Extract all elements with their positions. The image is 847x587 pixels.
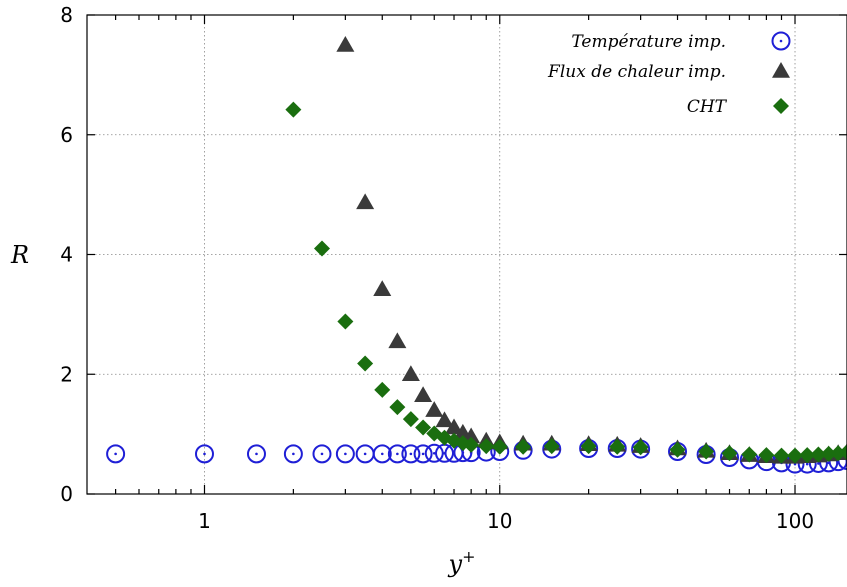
data-point [491, 438, 508, 455]
data-point [313, 240, 330, 257]
data-point [374, 381, 391, 398]
data-point [194, 444, 214, 464]
data-points [106, 35, 847, 474]
series-2 [336, 35, 847, 464]
data-point [515, 438, 532, 455]
data-point [246, 444, 266, 464]
data-point [435, 411, 454, 428]
data-point [543, 438, 560, 455]
data-point [669, 441, 686, 458]
data-point [372, 444, 392, 464]
y-tick-label: 6 [60, 123, 73, 147]
x-axis-title: y+ [448, 547, 476, 578]
data-point [415, 419, 432, 436]
y-tick-label: 0 [60, 482, 73, 506]
data-point [283, 444, 303, 464]
data-point [357, 355, 374, 372]
legend-marker [772, 62, 790, 78]
data-point [787, 447, 804, 464]
data-point [337, 313, 354, 330]
data-point [336, 35, 355, 52]
data-point [632, 439, 649, 456]
data-point [387, 444, 407, 464]
data-point [425, 401, 444, 417]
data-point [445, 418, 464, 435]
x-tick-label: 10 [487, 509, 512, 533]
data-point [758, 447, 775, 464]
data-point [580, 438, 597, 455]
data-point [402, 411, 419, 428]
data-point [463, 436, 480, 453]
y-tick-label: 2 [60, 362, 73, 386]
axis-ticks: 0 2 4 6 8 1 10 100 [60, 3, 847, 533]
data-point [839, 444, 847, 461]
data-point [413, 444, 433, 464]
data-point [373, 280, 392, 296]
legend-marker [771, 31, 791, 51]
data-point [435, 443, 455, 463]
data-point [312, 444, 332, 464]
x-axis-title-sup: + [462, 547, 475, 566]
data-point [424, 443, 444, 463]
data-point [388, 332, 407, 349]
data-point [810, 446, 827, 463]
data-point [773, 447, 790, 464]
legend-label: Flux de chaleur imp. [547, 62, 726, 82]
grid-lines [87, 15, 847, 494]
y-axis-title: R [10, 241, 29, 269]
data-point [609, 438, 626, 455]
data-point [414, 386, 433, 402]
data-point [401, 444, 421, 464]
data-point [356, 193, 375, 210]
data-point [106, 444, 126, 464]
data-point [799, 447, 816, 464]
legend-label: Température imp. [571, 32, 726, 52]
series-3 [285, 101, 847, 464]
y-tick-label: 4 [60, 243, 73, 267]
y-tick-label: 8 [60, 3, 73, 27]
x-tick-label: 1 [198, 509, 211, 533]
data-point [285, 101, 302, 118]
data-point [401, 365, 420, 381]
data-point [389, 399, 406, 416]
x-tick-label: 100 [776, 509, 814, 533]
data-point [355, 444, 375, 464]
data-point [741, 446, 758, 463]
legend-marker [773, 98, 789, 114]
data-point [335, 444, 355, 464]
data-point [478, 438, 495, 455]
legend: Température imp. Flux de chaleur imp. CHT [547, 31, 791, 117]
data-point [698, 443, 715, 460]
data-point [721, 445, 738, 462]
legend-label: CHT [687, 97, 728, 117]
data-point [820, 445, 837, 462]
